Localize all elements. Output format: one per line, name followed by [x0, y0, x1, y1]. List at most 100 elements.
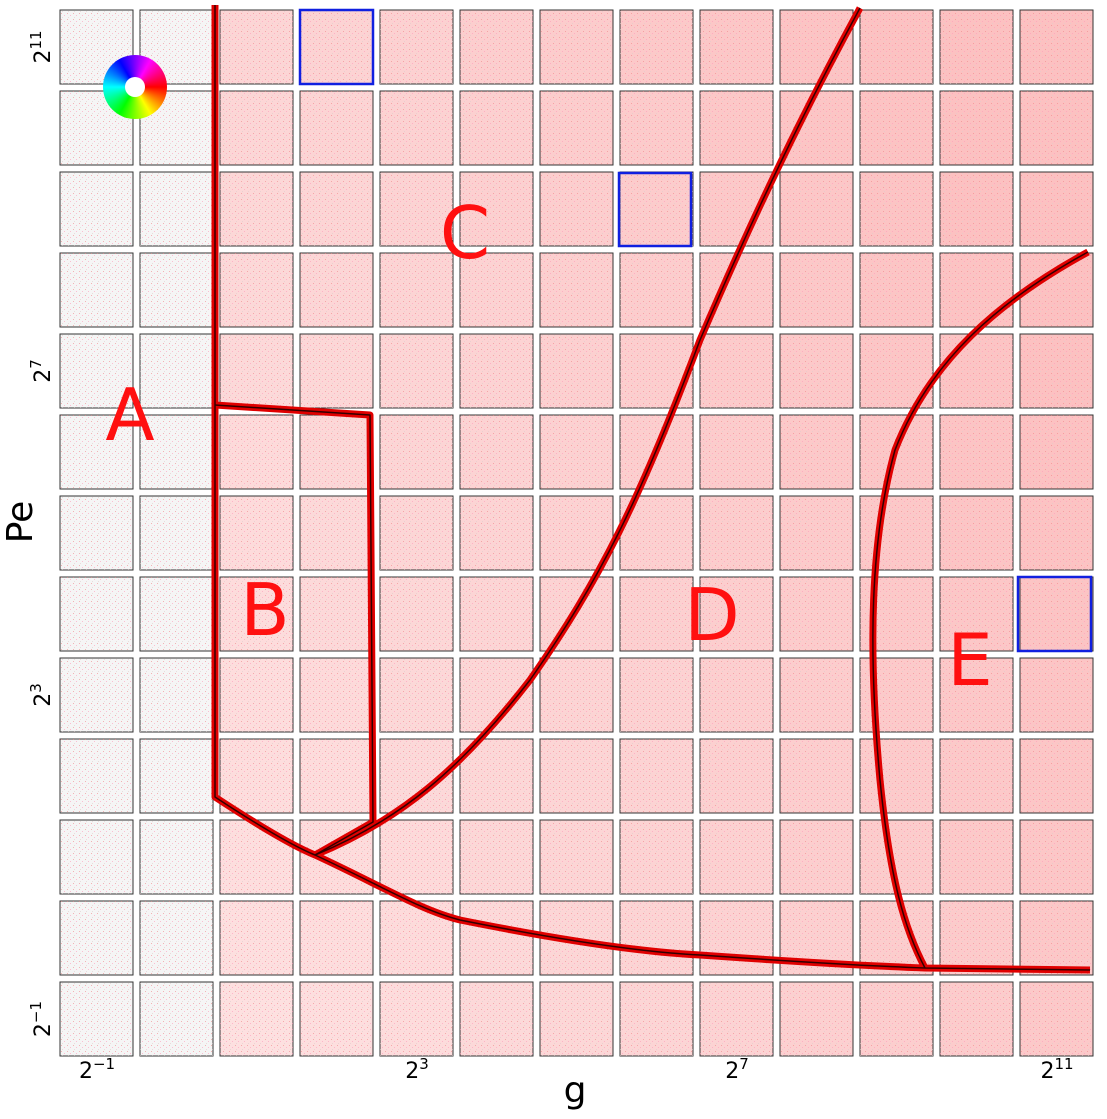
tile-texture — [940, 658, 1013, 732]
tile-texture — [300, 739, 373, 813]
tile-texture — [540, 334, 613, 408]
tile-texture — [380, 982, 453, 1056]
tick-base: 2 — [725, 1059, 739, 1084]
tile-texture — [860, 91, 933, 165]
tile-texture — [380, 172, 453, 246]
tile-texture — [380, 496, 453, 570]
tile-texture — [300, 658, 373, 732]
tick-label: 2−1 — [79, 1055, 115, 1084]
tile-texture — [620, 253, 693, 327]
tile-texture — [380, 658, 453, 732]
tile-grid — [59, 9, 1094, 1057]
tile-texture — [860, 172, 933, 246]
tile-texture — [300, 91, 373, 165]
tile-texture — [940, 10, 1013, 84]
tile-texture — [60, 739, 133, 813]
tile-texture — [540, 658, 613, 732]
tile-texture — [700, 415, 773, 489]
tile-texture — [700, 496, 773, 570]
tile-texture — [300, 253, 373, 327]
tile-texture — [140, 982, 213, 1056]
region-label: E — [947, 618, 993, 702]
tile-texture — [300, 577, 373, 651]
tile-texture — [140, 253, 213, 327]
tile-texture — [700, 658, 773, 732]
tile-texture — [940, 820, 1013, 894]
tile-texture — [940, 496, 1013, 570]
tile-texture — [780, 334, 853, 408]
tile-texture — [780, 91, 853, 165]
tick-exponent: −1 — [27, 1001, 45, 1023]
tile-texture — [460, 10, 533, 84]
boundaries — [211, 5, 1091, 974]
color-wheel — [103, 55, 167, 119]
region-label: B — [240, 568, 289, 652]
tile-texture — [620, 172, 693, 246]
tile-texture — [140, 334, 213, 408]
tile-texture — [220, 91, 293, 165]
tile-texture — [940, 901, 1013, 975]
tile-texture — [60, 982, 133, 1056]
tile-texture — [1020, 739, 1093, 813]
tile-texture — [460, 577, 533, 651]
tile-texture — [300, 415, 373, 489]
tile-texture — [380, 577, 453, 651]
tile-texture — [60, 820, 133, 894]
tile-texture — [940, 577, 1013, 651]
tile-texture — [940, 415, 1013, 489]
tick-base: 2 — [31, 1023, 56, 1037]
tile-texture — [460, 415, 533, 489]
tile-texture — [1020, 577, 1093, 651]
tile-texture — [700, 982, 773, 1056]
tile-texture — [460, 253, 533, 327]
tile-texture — [700, 739, 773, 813]
tick-label: 23 — [27, 683, 56, 707]
tick-base: 2 — [31, 50, 56, 64]
tile-texture — [940, 739, 1013, 813]
tick-exponent: 3 — [27, 683, 45, 693]
tile-texture — [460, 982, 533, 1056]
tile-texture — [380, 91, 453, 165]
tile-texture — [700, 901, 773, 975]
tick-base: 2 — [1040, 1059, 1054, 1084]
tile-texture — [380, 334, 453, 408]
tile-texture — [620, 577, 693, 651]
tile-texture — [1020, 982, 1093, 1056]
region-label: C — [440, 191, 490, 275]
tile-texture — [60, 253, 133, 327]
tick-exponent: −1 — [93, 1055, 115, 1073]
tile-texture — [940, 334, 1013, 408]
tile-texture — [460, 820, 533, 894]
tile-texture — [540, 10, 613, 84]
tile-texture — [380, 10, 453, 84]
tile-texture — [780, 820, 853, 894]
tile-texture — [220, 253, 293, 327]
tile-texture — [860, 982, 933, 1056]
tick-exponent: 11 — [27, 30, 45, 49]
tile-texture — [460, 172, 533, 246]
tile-texture — [540, 739, 613, 813]
tile-texture — [700, 334, 773, 408]
region-label: A — [105, 373, 154, 457]
tile-texture — [540, 496, 613, 570]
tick-label: 23 — [405, 1055, 429, 1084]
tile-texture — [60, 658, 133, 732]
tile-texture — [1020, 91, 1093, 165]
tile-texture — [700, 577, 773, 651]
tile-texture — [300, 172, 373, 246]
tile-texture — [460, 334, 533, 408]
tile-texture — [60, 496, 133, 570]
tile-texture — [940, 982, 1013, 1056]
tile-texture — [940, 253, 1013, 327]
tile-texture — [300, 901, 373, 975]
y-axis-label: Pe — [0, 501, 41, 544]
tile-texture — [1020, 901, 1093, 975]
tile-texture — [1020, 658, 1093, 732]
highlight-boxes — [298, 8, 1093, 653]
tile-texture — [220, 820, 293, 894]
tile-texture — [300, 10, 373, 84]
tile-texture — [220, 739, 293, 813]
tile-texture — [1020, 10, 1093, 84]
tile-texture — [780, 415, 853, 489]
tile-texture — [540, 172, 613, 246]
